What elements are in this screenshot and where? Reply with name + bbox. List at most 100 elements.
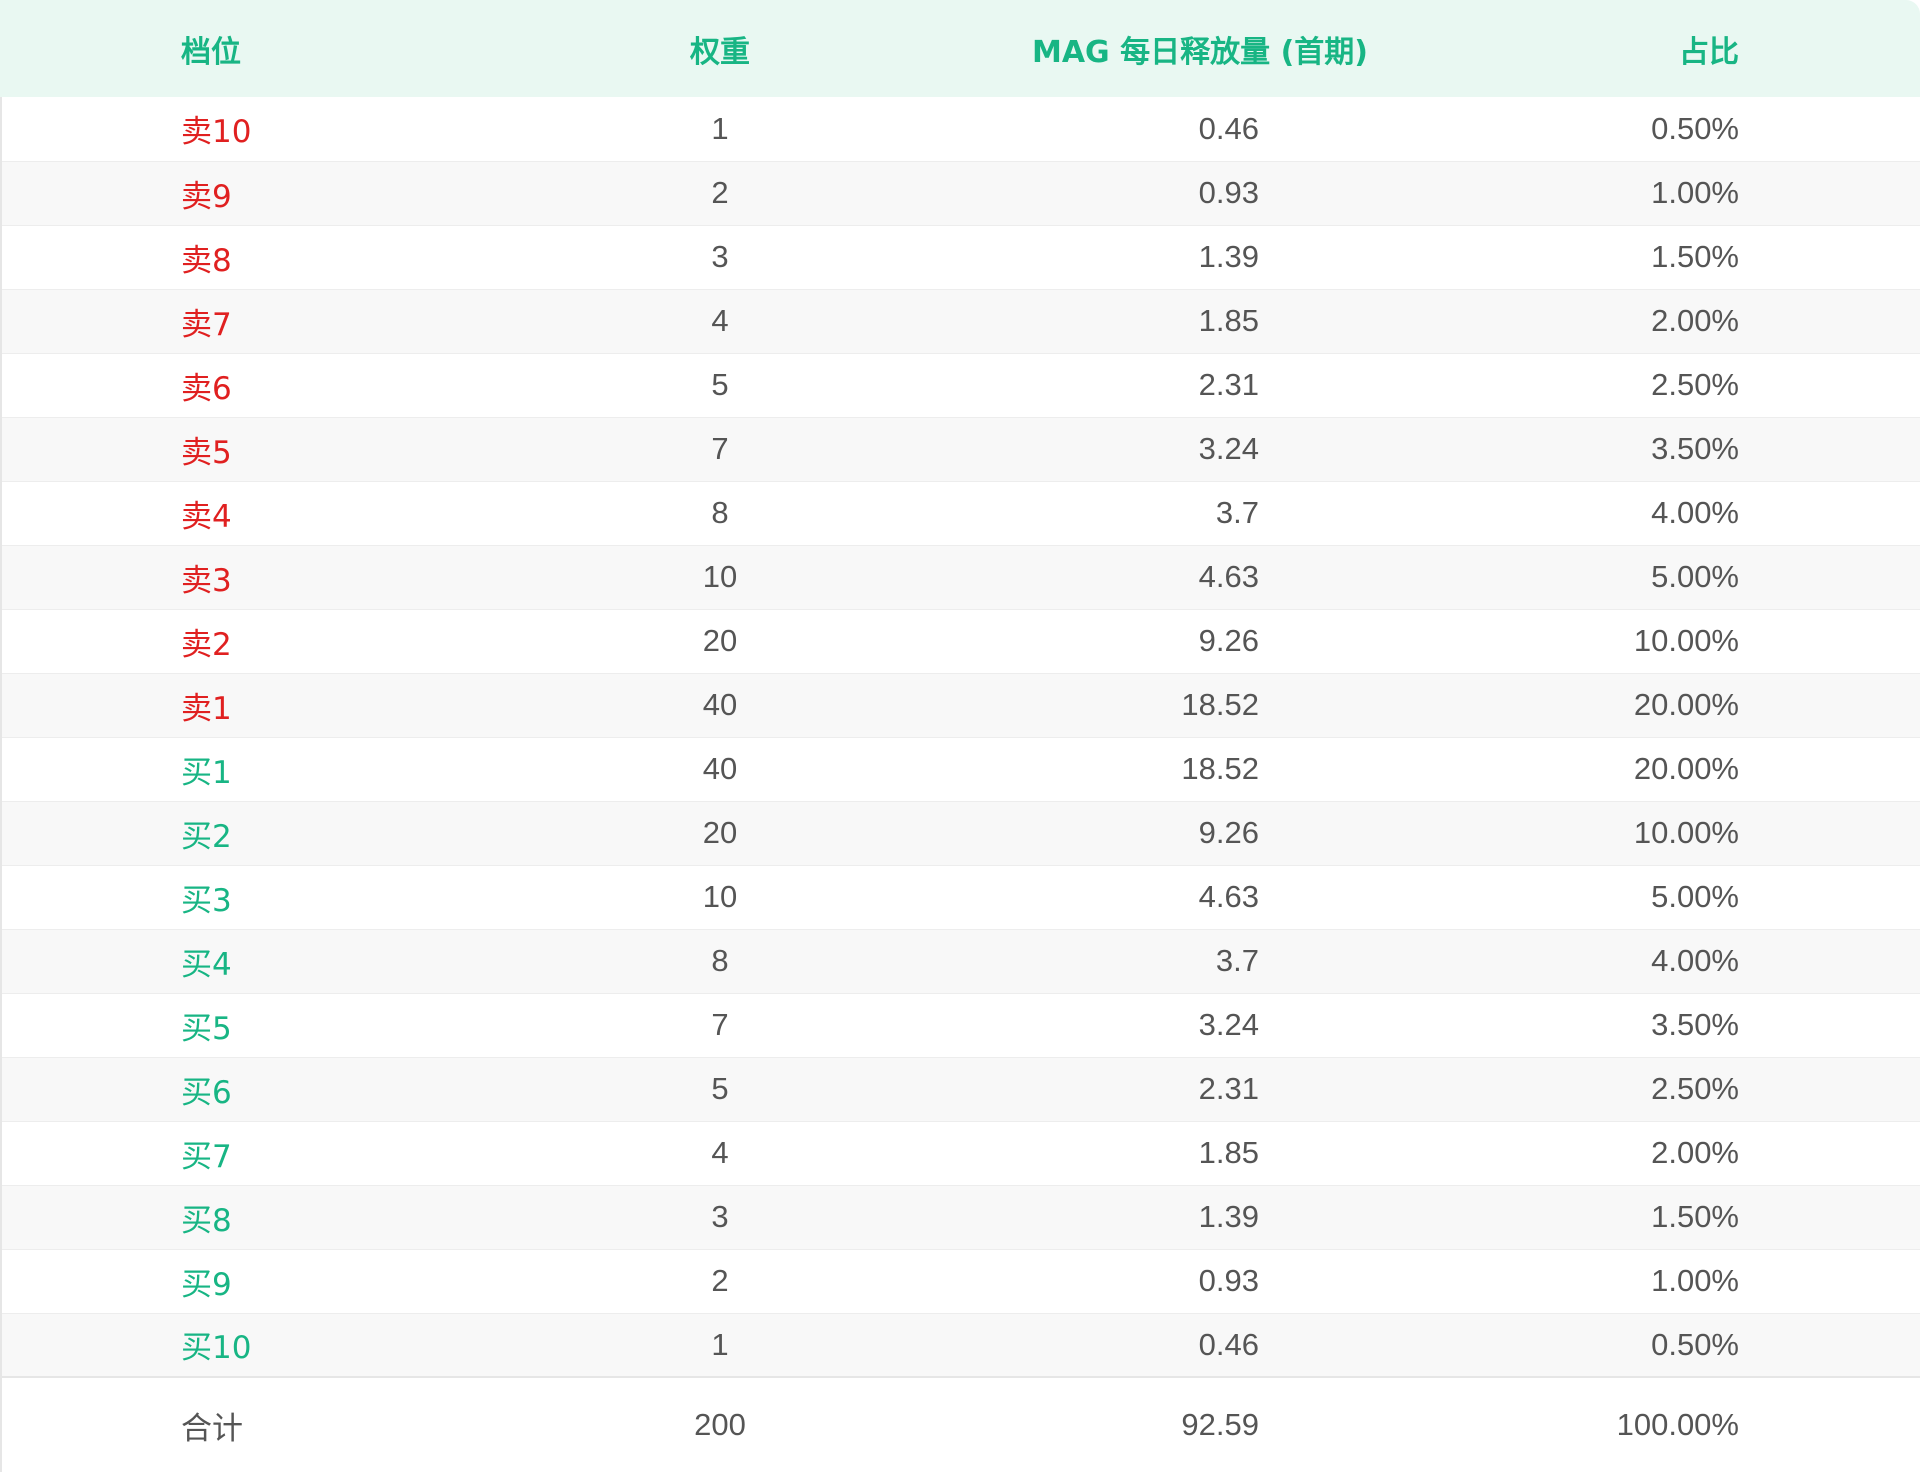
- level-cell: 买8: [181, 1202, 232, 1239]
- share-cell: 1.50%: [1651, 239, 1739, 274]
- header-level: 档位: [181, 34, 241, 70]
- level-cell: 买1: [181, 754, 232, 791]
- total-weight: 200: [694, 1407, 746, 1442]
- release-cell: 3.24: [1198, 1007, 1259, 1042]
- release-cell: 18.52: [1181, 687, 1259, 722]
- level-cell: 卖3: [181, 562, 232, 599]
- level-cell: 买3: [181, 882, 232, 919]
- total-row: 合计 200 92.59 100.00%: [0, 1377, 1920, 1472]
- level-cell: 卖10: [181, 114, 252, 151]
- weight-cell: 7: [711, 431, 729, 466]
- share-cell: 20.00%: [1633, 751, 1739, 786]
- level-cell: 卖1: [181, 690, 232, 727]
- share-cell: 3.50%: [1651, 431, 1739, 466]
- level-cell: 卖4: [181, 498, 232, 535]
- table-left-border: [0, 97, 2, 1472]
- release-cell: 1.39: [1198, 1199, 1259, 1234]
- release-cell: 4.63: [1198, 559, 1259, 594]
- level-cell: 卖8: [181, 242, 232, 279]
- share-cell: 4.00%: [1651, 495, 1739, 530]
- level-cell: 卖9: [181, 178, 232, 215]
- weight-cell: 2: [711, 175, 729, 210]
- total-share: 100.00%: [1616, 1407, 1739, 1442]
- share-cell: 1.00%: [1651, 175, 1739, 210]
- table-row: 买10 1 0.46 0.50%: [0, 1313, 1920, 1377]
- table-row: 买8 3 1.39 1.50%: [0, 1185, 1920, 1249]
- weight-cell: 7: [711, 1007, 729, 1042]
- table-row: 卖2 20 9.26 10.00%: [0, 609, 1920, 673]
- table-row: 卖5 7 3.24 3.50%: [0, 417, 1920, 481]
- level-cell: 买6: [181, 1074, 232, 1111]
- table-row: 卖6 5 2.31 2.50%: [0, 353, 1920, 417]
- share-cell: 10.00%: [1633, 815, 1739, 850]
- share-cell: 1.00%: [1651, 1263, 1739, 1298]
- release-cell: 3.24: [1198, 431, 1259, 466]
- release-cell: 18.52: [1181, 751, 1259, 786]
- table-row: 买7 4 1.85 2.00%: [0, 1121, 1920, 1185]
- level-cell: 买7: [181, 1138, 232, 1175]
- weight-cell: 20: [702, 815, 738, 850]
- release-cell: 3.7: [1215, 495, 1259, 530]
- share-cell: 2.50%: [1651, 1071, 1739, 1106]
- table-row: 买5 7 3.24 3.50%: [0, 993, 1920, 1057]
- release-cell: 2.31: [1198, 367, 1259, 402]
- share-cell: 0.50%: [1651, 1326, 1739, 1362]
- table-row: 买4 8 3.7 4.00%: [0, 929, 1920, 993]
- release-cell: 9.26: [1198, 623, 1259, 658]
- share-cell: 5.00%: [1651, 879, 1739, 914]
- weight-cell: 8: [711, 943, 729, 978]
- weight-cell: 10: [702, 879, 738, 914]
- release-cell: 1.39: [1198, 239, 1259, 274]
- table-row: 卖3 10 4.63 5.00%: [0, 545, 1920, 609]
- release-cell: 2.31: [1198, 1071, 1259, 1106]
- release-cell: 1.85: [1198, 1135, 1259, 1170]
- level-cell: 卖6: [181, 370, 232, 407]
- table-row: 卖10 1 0.46 0.50%: [0, 97, 1920, 161]
- table-row: 卖9 2 0.93 1.00%: [0, 161, 1920, 225]
- weight-cell: 3: [711, 239, 729, 274]
- release-cell: 0.46: [1198, 110, 1259, 146]
- header-row: 档位 权重 MAG 每日释放量 (首期) 占比: [0, 0, 1920, 97]
- level-cell: 卖2: [181, 626, 232, 663]
- weight-cell: 1: [711, 110, 729, 146]
- release-cell: 0.46: [1198, 1326, 1259, 1362]
- share-cell: 2.50%: [1651, 367, 1739, 402]
- table-footer: 合计 200 92.59 100.00%: [0, 1377, 1920, 1472]
- table-row: 买3 10 4.63 5.00%: [0, 865, 1920, 929]
- share-cell: 1.50%: [1651, 1199, 1739, 1234]
- level-cell: 买9: [181, 1266, 232, 1303]
- level-cell: 买4: [181, 946, 232, 983]
- weight-cell: 3: [711, 1199, 729, 1234]
- release-cell: 0.93: [1198, 1263, 1259, 1298]
- level-cell: 买10: [181, 1330, 252, 1367]
- table-row: 卖7 4 1.85 2.00%: [0, 289, 1920, 353]
- release-cell: 1.85: [1198, 303, 1259, 338]
- table-row: 卖1 40 18.52 20.00%: [0, 673, 1920, 737]
- share-cell: 3.50%: [1651, 1007, 1739, 1042]
- table-row: 买2 20 9.26 10.00%: [0, 801, 1920, 865]
- table-row: 买6 5 2.31 2.50%: [0, 1057, 1920, 1121]
- header-share: 占比: [1679, 34, 1739, 70]
- header-release: MAG 每日释放量 (首期): [1031, 34, 1368, 70]
- weight-cell: 4: [711, 303, 729, 338]
- level-cell: 卖7: [181, 306, 232, 343]
- share-cell: 20.00%: [1633, 687, 1739, 722]
- weight-cell: 1: [711, 1326, 729, 1362]
- release-cell: 9.26: [1198, 815, 1259, 850]
- total-label: 合计: [181, 1410, 243, 1446]
- table-row: 卖8 3 1.39 1.50%: [0, 225, 1920, 289]
- weight-cell: 40: [702, 751, 738, 786]
- release-cell: 0.93: [1198, 175, 1259, 210]
- table-body: 卖10 1 0.46 0.50% 卖9 2 0.93 1.00% 卖8 3 1.39 1.50% 卖7 4…: [0, 97, 1920, 1377]
- weight-cell: 5: [711, 367, 729, 402]
- weight-cell: 40: [702, 687, 738, 722]
- weight-cell: 20: [702, 623, 738, 658]
- weight-cell: 4: [711, 1135, 729, 1170]
- share-cell: 2.00%: [1651, 303, 1739, 338]
- table-row: 卖4 8 3.7 4.00%: [0, 481, 1920, 545]
- share-cell: 5.00%: [1651, 559, 1739, 594]
- weight-cell: 2: [711, 1263, 729, 1298]
- header-weight: 权重: [690, 34, 750, 70]
